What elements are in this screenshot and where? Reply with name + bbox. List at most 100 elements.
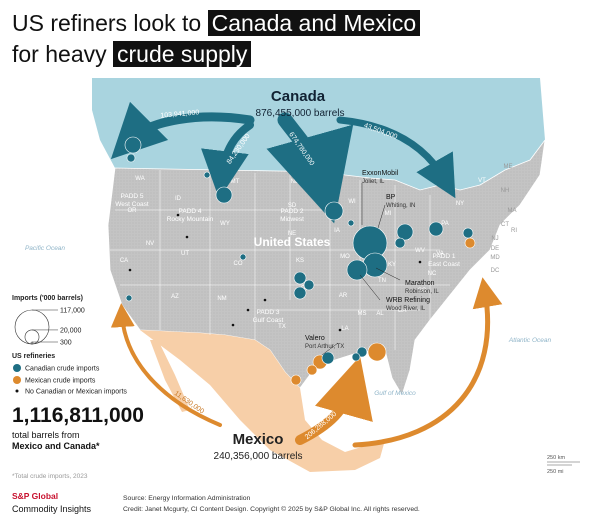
state-label: ME: [504, 164, 513, 170]
credit: Credit: Janet Mcgurty, CI Content Design…: [123, 505, 420, 513]
state-label: MA: [508, 208, 517, 214]
state-label: ID: [175, 196, 182, 202]
state-label: GA: [398, 308, 407, 314]
state-label: TN: [378, 278, 386, 284]
scale-bar: [547, 461, 580, 466]
title-text: for heavy: [12, 41, 107, 67]
state-label: RI: [511, 228, 517, 234]
state-label: CT: [501, 222, 509, 228]
mexico-flows: [110, 277, 503, 448]
title-highlight: crude supply: [113, 41, 252, 67]
region-name: PADD 1: [433, 253, 456, 260]
ocean-label: Gulf of Mexico: [374, 390, 416, 397]
state-label: IA: [334, 228, 340, 234]
state-label: NY: [456, 201, 464, 207]
region-name: PADD 3: [257, 309, 280, 316]
state-label: NJ: [491, 236, 498, 242]
state-label: LA: [341, 326, 348, 332]
state-label: KY: [388, 262, 396, 268]
region-name: PADD 4: [179, 208, 202, 215]
refinery-name: Valero: [305, 335, 325, 342]
region-sub: East Coast: [428, 261, 460, 268]
refinery-name: Marathon: [405, 280, 435, 287]
state-label: WY: [220, 221, 230, 227]
state-label: MT: [231, 179, 240, 185]
flow-label: 103,941,000: [160, 109, 199, 119]
refinery-bubbles: [124, 136, 476, 386]
total-text: total barrels from: [12, 430, 80, 440]
region-sub: Rocky Mountain: [167, 216, 214, 223]
brand-sub: Commodity Insights: [12, 504, 92, 514]
state-label: DE: [491, 246, 499, 252]
region-sub: Gulf Coast: [253, 317, 284, 324]
state-label: WA: [135, 176, 144, 182]
state-label: PA: [441, 221, 449, 227]
state-label: VT: [478, 178, 486, 184]
legend-swatch: [13, 376, 21, 384]
title-highlight: Canada and Mexico: [207, 10, 421, 36]
state-label: AL: [376, 311, 384, 317]
refinery-name: ExxonMobil: [362, 170, 399, 177]
footnote: *Total crude imports, 2023: [12, 473, 88, 480]
refinery-place: Wood River, IL: [386, 306, 426, 312]
region-name: PADD 5: [121, 193, 144, 200]
state-label: WI: [348, 199, 356, 205]
state-label: ND: [291, 179, 300, 185]
legend-swatch: [15, 389, 19, 393]
state-label: MS: [358, 311, 367, 317]
callout-lines: [321, 183, 401, 356]
legend-title: Imports ('000 barrels): [12, 295, 83, 302]
legend-group: US refineries: [12, 353, 55, 360]
canada-total: 876,455,000 barrels: [256, 108, 345, 119]
canada-flows: [110, 101, 456, 224]
brand: S&P Global: [12, 491, 58, 501]
state-label: UT: [181, 251, 189, 257]
canada-name: Canada: [271, 88, 326, 105]
state-label: VA: [436, 251, 444, 257]
state-label: DC: [491, 268, 500, 274]
refinery-place: Port Arthur, TX: [305, 344, 344, 350]
refinery-place: Robinson, IL: [405, 289, 439, 295]
mexico-name: Mexico: [233, 431, 284, 448]
legend-item: Canadian crude imports: [25, 366, 100, 373]
ocean-label: Atlantic Ocean: [508, 337, 552, 344]
region-name: PADD 2: [281, 208, 304, 215]
small-refineries: [128, 213, 422, 332]
state-label: NE: [288, 231, 296, 237]
legend-item: Mexican crude imports: [25, 378, 96, 385]
size-legend-label: 20,000: [60, 327, 82, 334]
country-label: United States: [254, 235, 331, 249]
refinery-name: BP: [386, 194, 396, 201]
refinery-place: Joliet, IL: [362, 179, 385, 185]
title-text: US refiners look to: [12, 10, 202, 36]
mexico-shape: [140, 330, 385, 472]
scale-label: 250 mi: [547, 469, 564, 475]
scale-label: 250 km: [547, 455, 565, 461]
legend-swatch: [13, 364, 21, 372]
state-label: AZ: [171, 294, 179, 300]
state-label: OR: [128, 208, 138, 214]
total-text: Mexico and Canada*: [12, 441, 100, 451]
total-value: 1,116,811,000: [12, 404, 144, 427]
state-label: MN: [317, 191, 326, 197]
size-legend-circle: [14, 309, 50, 345]
state-label: AR: [339, 293, 348, 299]
state-label: KS: [296, 258, 304, 264]
size-legend-label: 117,000: [60, 308, 85, 315]
state-label: NC: [428, 271, 437, 277]
size-legend-label: 300: [60, 340, 72, 347]
size-legend-circle: [30, 341, 34, 345]
state-label: OK: [301, 286, 310, 292]
state-label: MD: [490, 255, 500, 261]
region-sub: West Coast: [115, 201, 149, 208]
state-label: WV: [415, 248, 425, 254]
legend-item: No Canadian or Mexican imports: [25, 389, 127, 396]
source: Source: Energy Information Administratio…: [123, 495, 251, 502]
state-label: NV: [146, 241, 154, 247]
title: US refiners look to Canada and Mexico fo…: [12, 8, 421, 70]
state-label: NH: [501, 188, 510, 194]
state-label: NM: [217, 296, 226, 302]
mexico-total: 240,356,000 barrels: [214, 451, 303, 462]
refinery-name: WRB Refining: [386, 297, 430, 304]
